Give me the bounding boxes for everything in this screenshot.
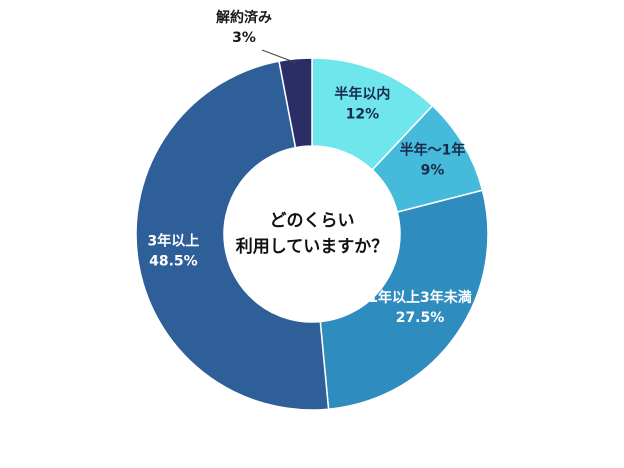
slice-1-value-label: 12% bbox=[346, 107, 380, 123]
slice-3-value-label: 27.5% bbox=[396, 310, 445, 326]
donut-slices bbox=[135, 57, 489, 411]
slice-4-name-label: 3年以上 bbox=[148, 233, 200, 250]
slice-5-value-label: 3% bbox=[232, 30, 256, 46]
slice-2-name-label: 半年〜1年 bbox=[400, 142, 466, 159]
slice-3-arc bbox=[319, 189, 489, 411]
center-label-line-1: どのくらい bbox=[270, 211, 355, 231]
slice-labels: 半年以内 12% 半年〜1年 9% 1年以上3年未満 27.5% 3年以上 48.5% 解約済み… bbox=[148, 9, 472, 326]
slice-5-name-label: 解約済み bbox=[216, 9, 272, 26]
center-label-line-2: 利用していますか？ bbox=[236, 236, 389, 257]
leader-lines bbox=[261, 49, 296, 64]
slice-3-name-label: 1年以上3年未満 bbox=[368, 289, 471, 306]
slice-5-arc bbox=[278, 57, 313, 149]
slice-1-name-label: 半年以内 bbox=[334, 86, 390, 103]
slice-4-value-label: 48.5% bbox=[149, 254, 198, 270]
slice-2-value-label: 9% bbox=[421, 163, 445, 179]
slice-4-arc bbox=[135, 60, 330, 411]
slice-5-leader bbox=[261, 49, 296, 64]
